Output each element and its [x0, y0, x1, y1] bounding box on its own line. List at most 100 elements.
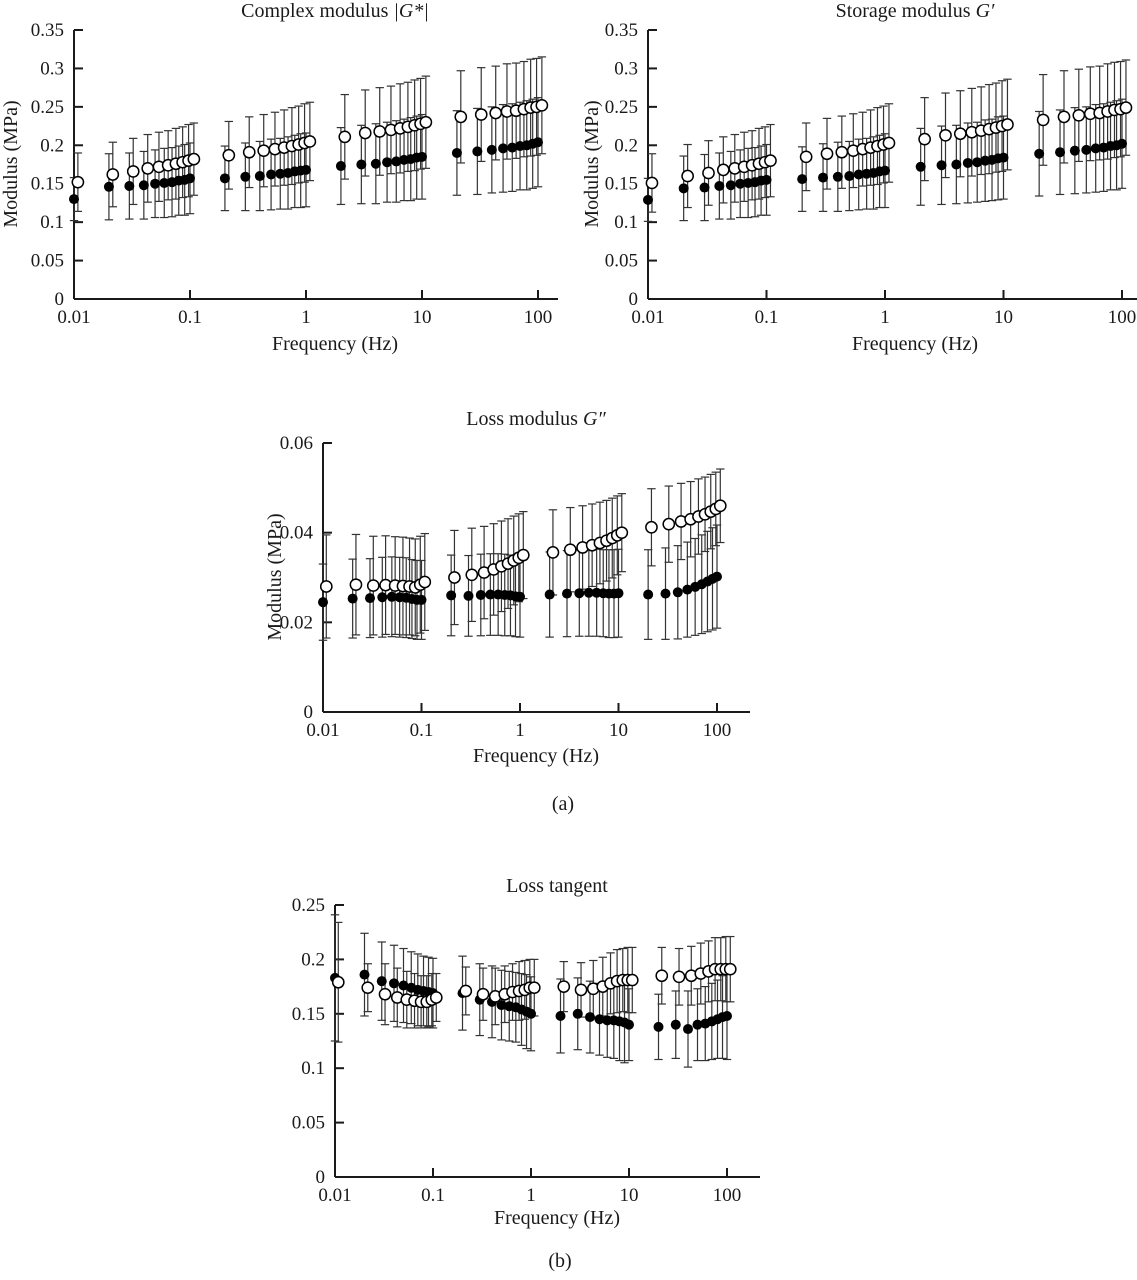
chart-title-symbol: |G*|	[393, 0, 429, 22]
filled-circle-marker	[699, 182, 710, 193]
x-tick-label: 10	[413, 307, 432, 328]
filled-circle-marker	[951, 159, 962, 170]
panel-loss-modulus: Loss modulus G″ Modulus (MPa) 0 0.02 0.04 0…	[250, 400, 890, 800]
filled-circle-marker	[377, 592, 388, 603]
x-tick-label: 0.01	[631, 307, 664, 328]
open-circle-marker	[366, 579, 380, 592]
filled-circle-marker	[594, 1014, 605, 1025]
x-tick-label: 0.01	[306, 720, 339, 741]
filled-circle-marker	[643, 589, 654, 600]
open-circle-marker	[141, 161, 155, 175]
filled-circle-marker	[555, 1010, 566, 1021]
panel-loss-tangent: Loss tangent 0 0.05 0.1 0.15 0.2 0.25 0.01 0.1 1…	[260, 875, 880, 1235]
filled-circle-marker	[972, 157, 983, 168]
y-tick-label: 0.25	[605, 97, 638, 118]
panel-complex-modulus: Complex modulus |G*| Modulus (MPa) 0 0.05…	[0, 0, 575, 375]
x-tick-label: 100	[713, 1185, 742, 1206]
filled-circle-marker	[832, 171, 843, 182]
x-tick-label: 0.1	[755, 307, 779, 328]
chart-title-symbol: G′	[975, 0, 995, 22]
open-circle-marker	[418, 575, 432, 589]
chart-title-text: Complex modulus	[241, 0, 394, 22]
open-circle-marker	[953, 127, 967, 141]
filled-circle-marker	[818, 172, 829, 183]
x-tick-label: 1	[880, 307, 890, 328]
filled-circle-marker	[103, 181, 114, 192]
x-tick-label: 10	[620, 1185, 639, 1206]
x-tick-label: 0.1	[421, 1185, 445, 1206]
open-circle-marker	[662, 517, 676, 531]
open-circle-marker	[474, 108, 488, 121]
open-circle-marker	[419, 115, 433, 129]
x-axis-label: Frequency (Hz)	[271, 333, 399, 355]
filled-circle-marker	[485, 589, 496, 600]
y-tick-label: 0.3	[40, 58, 64, 79]
filled-circle-marker	[446, 590, 457, 601]
open-circle-marker	[378, 987, 392, 1001]
filled-circle-marker	[682, 584, 693, 595]
filled-circle-marker	[318, 597, 328, 608]
filled-circle-marker	[1117, 138, 1127, 149]
x-tick-label: 1	[301, 307, 311, 328]
open-circle-marker	[1001, 118, 1014, 131]
y-tick-label: 0.2	[614, 135, 638, 156]
filled-circle-marker	[1081, 144, 1092, 155]
open-circle-marker	[349, 578, 363, 592]
filled-circle-marker	[266, 169, 277, 180]
filled-circle-marker	[417, 151, 427, 162]
y-tick-label: 0.06	[280, 433, 313, 454]
filled-circle-marker	[347, 593, 358, 604]
y-tick-label: 0.15	[31, 174, 64, 195]
open-circle-marker	[222, 148, 236, 162]
open-circle-marker	[465, 568, 479, 582]
filled-circle-marker	[574, 588, 585, 599]
filled-circle-marker	[359, 969, 370, 980]
open-circle-marker	[489, 106, 503, 120]
y-tick-label: 0.35	[31, 20, 64, 41]
open-circle-marker	[1057, 110, 1071, 124]
open-circle-marker	[358, 126, 372, 140]
filled-circle-marker	[672, 587, 683, 598]
x-tick-label: 10	[609, 720, 628, 741]
open-circle-marker	[535, 98, 549, 112]
open-circle-marker	[1036, 113, 1050, 127]
x-tick-label: 100	[703, 720, 732, 741]
x-tick-label: 1	[515, 720, 525, 741]
open-circle-marker	[723, 962, 737, 976]
open-circle-marker	[655, 969, 669, 983]
filled-circle-marker	[670, 1019, 681, 1030]
filled-circle-marker	[853, 169, 864, 180]
filled-circle-marker	[138, 180, 149, 191]
filled-circle-marker	[936, 160, 947, 171]
open-circle-marker	[527, 981, 541, 995]
filled-circle-marker	[714, 181, 725, 192]
chart-title-text: Loss tangent	[506, 875, 608, 897]
open-circle-marker	[713, 499, 727, 513]
y-tick-label: 0.15	[605, 174, 638, 195]
y-tick-label: 0.25	[31, 97, 64, 118]
filled-circle-marker	[416, 594, 427, 605]
open-circle-marker	[338, 130, 352, 144]
filled-circle-marker	[880, 165, 890, 176]
filled-circle-marker	[797, 174, 808, 185]
filled-circle-marker	[1034, 148, 1045, 159]
panel-label-b: (b)	[548, 1250, 572, 1272]
filled-circle-marker	[1055, 147, 1066, 158]
chart-title: Storage modulus G′	[695, 0, 1135, 23]
filled-circle-marker	[915, 161, 926, 172]
filled-circle-marker	[1069, 145, 1080, 156]
filled-circle-marker	[124, 181, 135, 192]
x-tick-label: 100	[1108, 307, 1137, 328]
y-tick-label: 0	[316, 1167, 326, 1188]
filled-circle-marker	[69, 194, 79, 205]
filled-circle-marker	[653, 1021, 664, 1032]
open-circle-marker	[820, 147, 834, 161]
filled-circle-marker	[254, 171, 265, 182]
open-circle-marker	[799, 150, 813, 164]
open-circle-marker	[716, 163, 730, 177]
open-circle-marker	[615, 526, 629, 540]
filled-circle-marker	[498, 143, 509, 154]
open-circle-marker	[476, 987, 490, 1001]
filled-circle-marker	[526, 1008, 536, 1019]
